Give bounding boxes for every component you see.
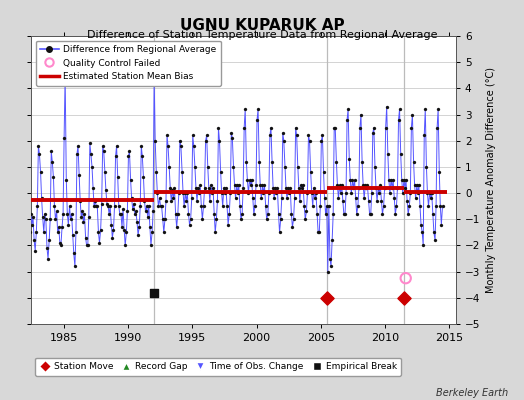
Point [400, 295, 409, 301]
Point [149, 289, 158, 296]
Text: Berkeley Earth: Berkeley Earth [436, 388, 508, 398]
Legend: Station Move, Record Gap, Time of Obs. Change, Empirical Break: Station Move, Record Gap, Time of Obs. C… [35, 358, 401, 376]
Y-axis label: Monthly Temperature Anomaly Difference (°C): Monthly Temperature Anomaly Difference (… [486, 67, 496, 293]
Point [401, 275, 410, 281]
Text: Difference of Station Temperature Data from Regional Average: Difference of Station Temperature Data f… [87, 30, 437, 40]
Text: UGNU KUPARUK AP: UGNU KUPARUK AP [180, 18, 344, 33]
Point [323, 295, 332, 301]
